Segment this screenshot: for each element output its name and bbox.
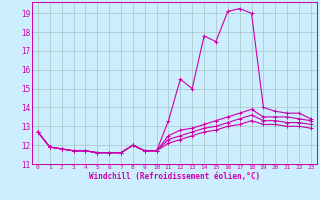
X-axis label: Windchill (Refroidissement éolien,°C): Windchill (Refroidissement éolien,°C) [89, 172, 260, 181]
